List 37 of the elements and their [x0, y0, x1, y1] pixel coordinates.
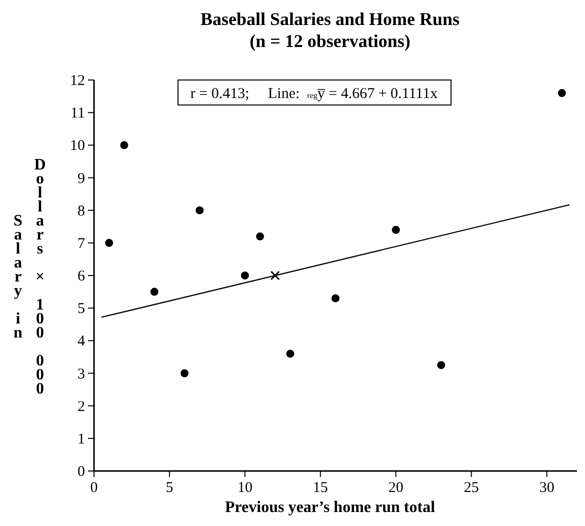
x-tick-label: 25 [464, 480, 479, 496]
x-tick-label: 5 [166, 480, 174, 496]
y-tick-label: 10 [70, 138, 85, 154]
point [105, 238, 114, 247]
y-tick-label: 11 [70, 106, 85, 122]
x-tick-label: 30 [539, 480, 554, 496]
y-tick-label: 4 [78, 334, 86, 350]
y-tick-label: 5 [78, 301, 85, 318]
point [332, 294, 340, 302]
x-tick-label: 0 [90, 480, 98, 496]
x-tick-label: 10 [237, 480, 252, 496]
point [240, 272, 249, 280]
y-axis-title: Salary in Dollars × 100 000 [10, 156, 48, 394]
y-tick-label: 1 [78, 431, 85, 448]
point [196, 206, 204, 214]
y-tick-label: 2 [78, 398, 85, 415]
point [150, 288, 158, 296]
y-tick-label: 9 [78, 170, 85, 187]
point [437, 361, 446, 370]
x-tick-label: 20 [388, 480, 404, 496]
y-tick-label: 8 [78, 203, 85, 220]
y-tick-label: 12 [70, 73, 85, 89]
annotation: r = 0.413; Line: regy̅ = 4.667 + 0.1111x [190, 86, 438, 102]
x-axis-title: Previous year’s home run total [224, 499, 436, 516]
point [392, 226, 400, 234]
point [558, 89, 566, 98]
chart-title: Baseball Salaries and Home Runs (n = 12 observations) [200, 9, 460, 51]
point [180, 369, 189, 378]
y-tick-label: 3 [78, 366, 85, 382]
point [256, 232, 264, 240]
point [286, 350, 294, 358]
y-tick-label: 6 [78, 268, 86, 284]
y-tick-label: 0 [78, 464, 85, 480]
point [120, 141, 128, 150]
y-tick-label: 7 [78, 236, 86, 252]
point [270, 270, 280, 280]
x-tick-label: 15 [312, 480, 328, 496]
